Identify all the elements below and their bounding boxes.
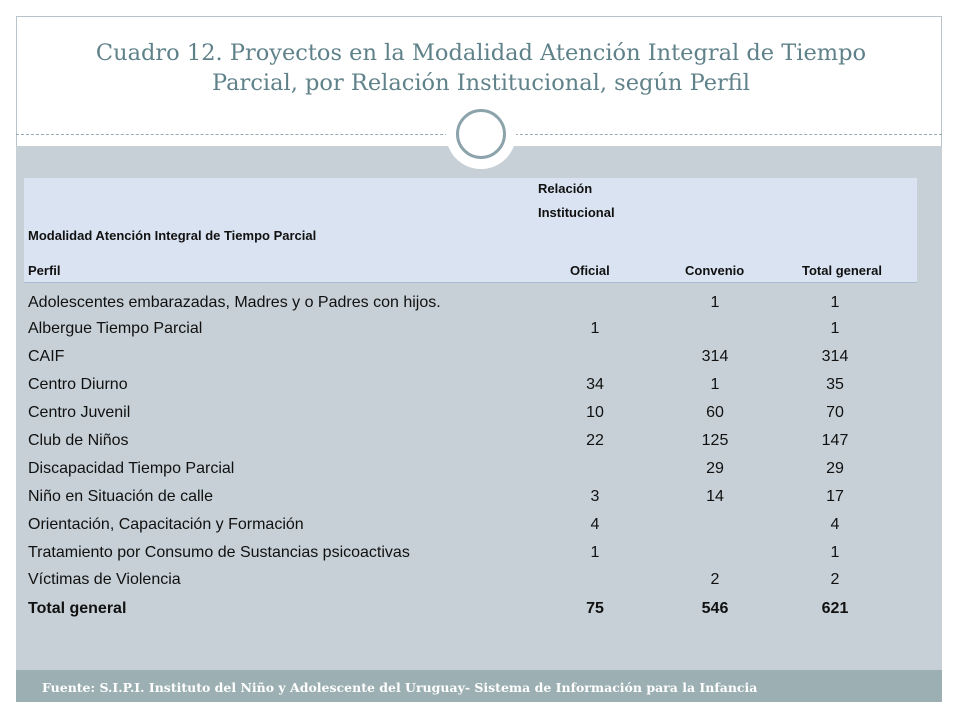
table-row: CAIF 314 314	[0, 343, 960, 371]
header-group-label-line-2: Institucional	[538, 205, 615, 220]
row-total: 147	[821, 432, 849, 449]
row-label: Club de Niños	[28, 432, 129, 449]
row-total: 1	[830, 544, 840, 561]
total-oficial: 75	[586, 600, 604, 617]
row-total: 4	[830, 516, 840, 533]
row-total: 314	[821, 348, 849, 365]
row-total: 35	[826, 376, 844, 393]
row-convenio: 314	[701, 348, 729, 365]
row-total: 70	[826, 404, 844, 421]
row-total: 29	[826, 460, 844, 477]
table-row: Niño en Situación de calle 3 14 17	[0, 483, 960, 511]
row-label: Niño en Situación de calle	[28, 488, 214, 505]
table-row: Adolescentes embarazadas, Madres y o Pad…	[0, 289, 960, 317]
title-line-2: Parcial, por Relación Institucional, seg…	[212, 70, 750, 96]
row-convenio: 29	[706, 460, 724, 477]
header-modalidad: Modalidad Atención Integral de Tiempo Pa…	[28, 228, 317, 243]
row-label: Tratamiento por Consumo de Sustancias ps…	[28, 544, 410, 561]
table-row: Club de Niños 22 125 147	[0, 427, 960, 455]
row-label: Adolescentes embarazadas, Madres y o Pad…	[28, 294, 441, 311]
total-convenio: 546	[701, 600, 729, 617]
row-label: Albergue Tiempo Parcial	[28, 320, 203, 337]
row-oficial: 10	[586, 404, 604, 421]
row-label: Discapacidad Tiempo Parcial	[28, 460, 235, 477]
header-perfil: Perfil	[28, 263, 61, 278]
row-convenio: 60	[706, 404, 724, 421]
row-oficial: 22	[586, 432, 604, 449]
header-convenio: Convenio	[685, 263, 745, 278]
table-total-row: Total general 75 546 621	[0, 595, 960, 623]
row-oficial: 4	[590, 516, 600, 533]
row-convenio: 125	[701, 432, 729, 449]
row-label: Centro Diurno	[28, 376, 128, 393]
row-total: 1	[830, 320, 840, 337]
row-oficial: 3	[590, 488, 600, 505]
title-line-1: Cuadro 12. Proyectos en la Modalidad Ate…	[95, 40, 867, 66]
footer-source: Fuente: S.I.P.I. Instituto del Niño y Ad…	[42, 680, 758, 695]
total-label: Total general	[28, 600, 127, 617]
total-total: 621	[821, 600, 849, 617]
row-total: 2	[830, 571, 840, 588]
row-label: CAIF	[28, 348, 65, 365]
row-oficial: 1	[590, 544, 600, 561]
header-oficial: Oficial	[570, 263, 610, 278]
footer-bar	[16, 670, 942, 702]
row-total: 1	[830, 294, 840, 311]
row-oficial: 34	[586, 376, 604, 393]
table-header: Relación Institucional Modalidad Atenció…	[24, 178, 917, 283]
header-group-label-line-1: Relación	[538, 181, 593, 196]
row-label: Víctimas de Violencia	[28, 571, 181, 588]
header-total-general: Total general	[802, 263, 882, 278]
row-label: Orientación, Capacitación y Formación	[28, 516, 304, 533]
decorative-ring-icon	[456, 109, 506, 159]
table-row: Discapacidad Tiempo Parcial 29 29	[0, 455, 960, 483]
row-oficial: 1	[590, 320, 600, 337]
row-total: 17	[826, 488, 844, 505]
table-row: Orientación, Capacitación y Formación 4 4	[0, 511, 960, 539]
table-row: Centro Juvenil 10 60 70	[0, 399, 960, 427]
table-row: Víctimas de Violencia 2 2	[0, 566, 960, 594]
row-convenio: 2	[710, 571, 720, 588]
table-row: Albergue Tiempo Parcial 1 1	[0, 315, 960, 343]
table-row: Centro Diurno 34 1 35	[0, 371, 960, 399]
row-convenio: 1	[710, 294, 720, 311]
slide-title: Cuadro 12. Proyectos en la Modalidad Ate…	[20, 38, 942, 98]
row-label: Centro Juvenil	[28, 404, 131, 421]
row-convenio: 1	[710, 376, 720, 393]
table-row: Tratamiento por Consumo de Sustancias ps…	[0, 539, 960, 567]
row-convenio: 14	[706, 488, 724, 505]
